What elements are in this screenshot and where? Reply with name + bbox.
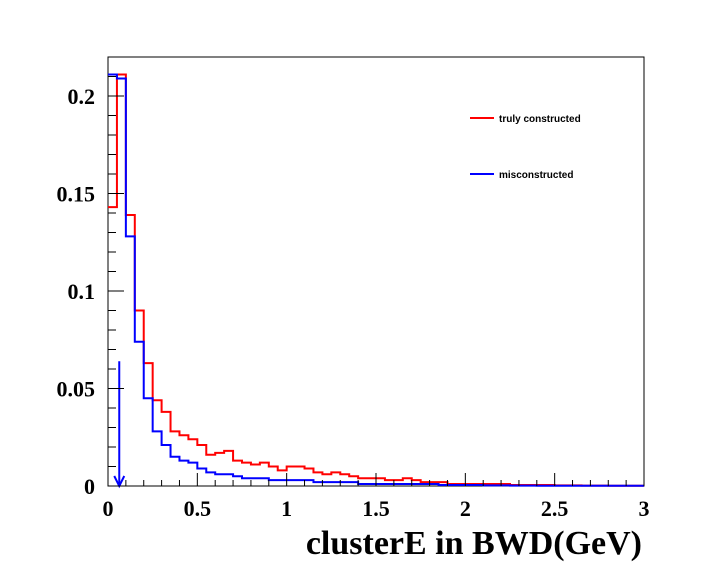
x-tick-label: 1.5: [362, 496, 390, 521]
series-layer: [108, 73, 644, 487]
y-tick-label: 0: [84, 474, 95, 499]
y-tick-label: 0.2: [68, 84, 96, 109]
legend-label: truly constructed: [499, 114, 581, 125]
x-tick-label: 3: [639, 496, 650, 521]
y-tick-label: 0.15: [57, 182, 96, 207]
x-tick-label: 2.5: [541, 496, 569, 521]
y-tick-label: 0.1: [68, 279, 96, 304]
x-tick-label: 0: [103, 496, 114, 521]
x-tick-label: 2: [460, 496, 471, 521]
y-tick-label: 0.05: [57, 377, 96, 402]
axis-layer: 0 0.5 1 1.5 2 2.5 3 0 0.05 0.1 0.15 0.2: [57, 76, 650, 521]
series-line-misconstructed: [108, 73, 644, 487]
annotation-layer: [113, 361, 126, 489]
series-line-truly-constructed: [108, 73, 644, 487]
x-tick-label: 0.5: [184, 496, 212, 521]
x-tick-label: 1: [281, 496, 292, 521]
legend-label: misconstructed: [499, 170, 573, 181]
x-axis-title: clusterE in BWD(GeV): [306, 525, 642, 562]
legend: truly constructed misconstructed: [470, 114, 581, 181]
